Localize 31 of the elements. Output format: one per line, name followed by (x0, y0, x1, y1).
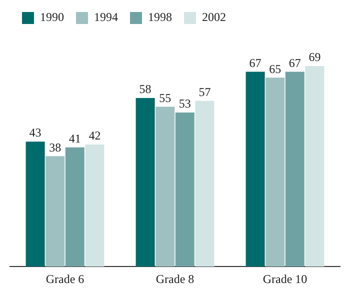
x-tick-label: Grade 10 (262, 272, 308, 286)
data-label: 38 (49, 140, 62, 154)
bar (136, 98, 155, 267)
bar (285, 72, 304, 267)
data-label: 58 (139, 82, 152, 96)
data-label: 41 (68, 132, 81, 146)
data-label: 67 (249, 56, 262, 70)
data-label: 57 (198, 85, 211, 100)
x-tick-label: Grade 6 (46, 272, 84, 286)
legend-label: 1998 (148, 10, 172, 24)
data-label: 42 (88, 128, 101, 143)
data-label: 55 (159, 90, 172, 105)
data-label: 43 (29, 126, 42, 140)
data-label: 53 (178, 96, 191, 111)
legend-label: 1994 (94, 10, 118, 24)
bar (195, 100, 214, 267)
bar (156, 106, 175, 267)
x-tick-label: Grade 8 (156, 272, 194, 286)
bar (305, 66, 324, 267)
bar (266, 78, 285, 267)
legend-label: 2002 (202, 10, 226, 24)
data-label: 65 (269, 62, 282, 76)
bar (246, 72, 265, 267)
data-label: 69 (308, 50, 321, 64)
bar (26, 142, 45, 267)
bar (65, 147, 84, 267)
legend-label: 1990 (40, 10, 64, 24)
data-label: 67 (288, 56, 301, 70)
bar (46, 156, 65, 267)
bar (85, 144, 104, 267)
bar (175, 112, 194, 267)
